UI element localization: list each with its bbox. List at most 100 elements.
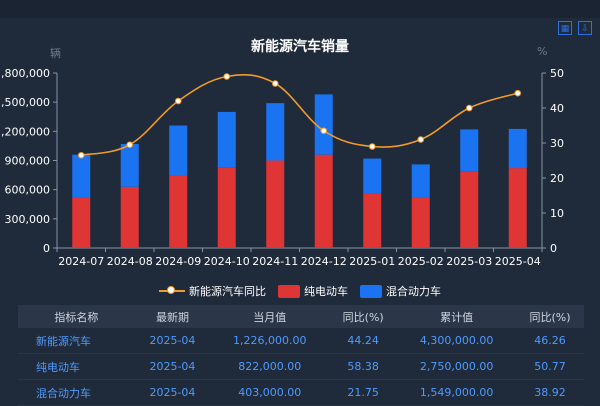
legend-label-yoy: 新能源汽车同比 [189, 285, 266, 298]
point-yoy [368, 143, 376, 150]
bar-bev [72, 197, 91, 248]
y-left-unit: 辆 [50, 47, 61, 60]
bar-bev [314, 154, 333, 248]
cell-month-value: 403,000.00 [210, 379, 330, 406]
cell-cumulative-yoy: 46.26 [516, 328, 584, 354]
cell-latest-period: 2025-04 [134, 379, 211, 406]
x-tick-label: 2024-10 [204, 255, 250, 268]
legend-item-bev[interactable]: 纯电动车 [278, 283, 348, 299]
header-month-value: 当月值 [210, 305, 330, 328]
legend-swatch-hybrid [360, 284, 382, 298]
bar-bev [120, 186, 139, 248]
legend-item-hybrid[interactable]: 混合动力车 [360, 283, 441, 299]
cell-cumulative-yoy: 50.77 [516, 353, 584, 380]
y-left-tick-label: 1,500,000 [0, 96, 50, 109]
y-left-tick-label: 1,200,000 [0, 125, 50, 138]
y-right-tick-label: 0 [550, 242, 557, 255]
x-tick-label: 2024-07 [58, 255, 104, 268]
bar-hybrid [314, 94, 333, 155]
top-strip [0, 0, 600, 18]
bar-hybrid [120, 143, 139, 187]
cell-cumulative: 4,300,000.00 [397, 328, 517, 354]
bar-hybrid [508, 128, 527, 169]
bar-bev [217, 167, 236, 248]
bar-bev [169, 175, 188, 248]
point-yoy [174, 97, 182, 105]
x-tick-label: 2025-02 [398, 255, 444, 268]
cell-month-yoy: 44.24 [329, 328, 398, 354]
table-row: 纯电动车 2025-04 822,000.00 58.38 2,750,000.… [18, 353, 584, 380]
bar-hybrid [411, 164, 430, 198]
table-row: 新能源汽车 2025-04 1,226,000.00 44.24 4,300,0… [18, 328, 584, 354]
y-left-tick-label: 900,000 [5, 155, 51, 168]
chart-toolbox: ▦ ⇩ [558, 21, 592, 35]
save-image-icon[interactable]: ⇩ [578, 21, 592, 35]
table-header-row: 指标名称 最新期 当月值 同比(%) 累计值 同比(%) [18, 305, 584, 328]
bar-hybrid [460, 129, 479, 172]
y-left-tick-label: 300,000 [5, 213, 51, 226]
cell-month-value: 1,226,000.00 [210, 328, 330, 354]
x-tick-label: 2024-09 [155, 255, 201, 268]
point-yoy [320, 127, 328, 135]
cell-cumulative-yoy: 38.92 [516, 379, 584, 406]
cell-month-value: 822,000.00 [210, 353, 330, 380]
bar-bev [508, 168, 527, 248]
point-yoy [77, 151, 85, 159]
y-right-tick-label: 40 [550, 102, 564, 115]
legend-line-marker [159, 286, 185, 294]
x-tick-label: 2024-12 [301, 255, 347, 268]
point-yoy [514, 89, 522, 97]
chart-title: 新能源汽车销量 [251, 39, 349, 55]
cell-indicator: 纯电动车 [18, 353, 135, 380]
bar-bev [266, 160, 285, 248]
cell-month-yoy: 58.38 [329, 353, 398, 380]
header-latest-period: 最新期 [134, 305, 211, 328]
bar-hybrid [72, 154, 91, 198]
x-tick-label: 2025-03 [446, 255, 492, 268]
chart-canvas: 0 300,000 600,000 900,000 1,200,000 1,500,000… [0, 67, 564, 268]
y-right-tick-label: 20 [550, 172, 564, 185]
x-tick-label: 2025-01 [349, 255, 395, 268]
y-right-unit: % [537, 45, 548, 58]
cell-indicator: 混合动力车 [18, 379, 135, 406]
y-right-tick-label: 50 [550, 67, 564, 80]
data-view-icon[interactable]: ▦ [558, 21, 572, 35]
bar-hybrid [217, 111, 236, 168]
series-line-yoy [81, 73, 518, 157]
header-cumulative-yoy: 同比(%) [516, 305, 584, 328]
cell-latest-period: 2025-04 [134, 328, 211, 354]
point-yoy [271, 80, 279, 87]
point-yoy [417, 136, 425, 143]
legend-label-bev: 纯电动车 [304, 285, 348, 298]
bar-bev [460, 171, 479, 248]
y-left-tick-label: 1,800,000 [0, 67, 50, 80]
x-tick-label: 2024-08 [107, 255, 153, 268]
cell-cumulative: 1,549,000.00 [397, 379, 517, 406]
x-tick-label: 2025-04 [495, 255, 541, 268]
summary-table: 指标名称 最新期 当月值 同比(%) 累计值 同比(%) 新能源汽车 2025-… [18, 305, 584, 406]
bar-bev [363, 193, 382, 248]
bar-hybrid [363, 158, 382, 194]
bar-hybrid [266, 103, 285, 161]
header-indicator: 指标名称 [18, 305, 135, 328]
legend-label-hybrid: 混合动力车 [386, 285, 441, 298]
cell-month-yoy: 21.75 [329, 379, 398, 406]
y-left-tick-label: 600,000 [5, 184, 51, 197]
chart-legend: 新能源汽车同比 纯电动车 混合动力车 [0, 283, 600, 299]
y-left-tick-label: 0 [43, 242, 50, 255]
point-yoy [465, 104, 473, 112]
point-yoy [223, 73, 231, 80]
x-tick-label: 2024-11 [252, 255, 298, 268]
cell-indicator: 新能源汽车 [18, 328, 135, 354]
point-yoy [126, 141, 134, 149]
cell-latest-period: 2025-04 [134, 353, 211, 380]
header-month-yoy: 同比(%) [329, 305, 398, 328]
table-row: 混合动力车 2025-04 403,000.00 21.75 1,549,000… [18, 379, 584, 406]
y-right-tick-label: 30 [550, 137, 564, 150]
legend-swatch-bev [278, 284, 300, 298]
bar-bev [411, 197, 430, 248]
header-cumulative: 累计值 [397, 305, 517, 328]
bar-hybrid [169, 125, 188, 176]
cell-cumulative: 2,750,000.00 [397, 353, 517, 380]
legend-item-yoy[interactable]: 新能源汽车同比 [159, 283, 266, 299]
